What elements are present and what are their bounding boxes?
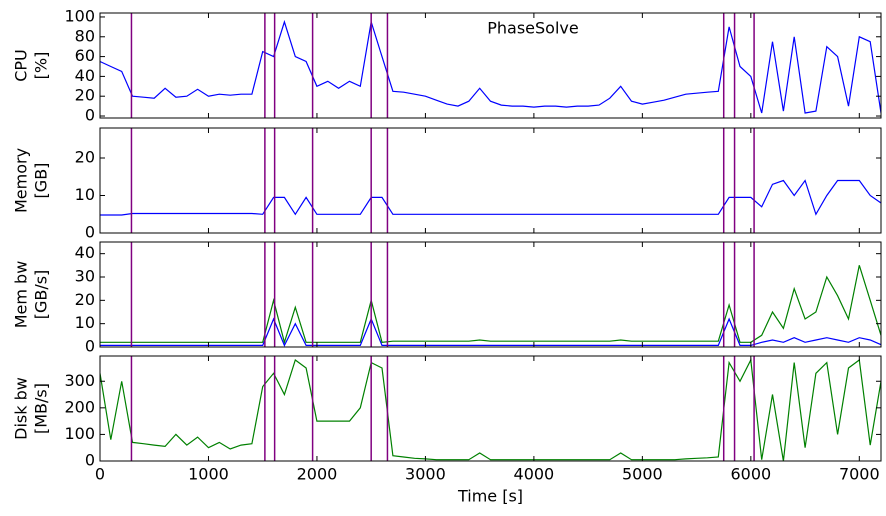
annotation: PhaseSolve — [487, 19, 578, 38]
data-line — [100, 357, 881, 461]
y-tick-label: 0 — [85, 223, 95, 242]
y-tick-label: 40 — [75, 243, 95, 262]
x-tick-label: 1000 — [188, 465, 229, 484]
x-axis-label: Time [s] — [457, 487, 523, 506]
plot-frame — [99, 241, 882, 348]
x-tick-label: 6000 — [730, 465, 771, 484]
plot-frame — [99, 12, 882, 119]
y-tick-label: 30 — [75, 267, 95, 286]
y-axis-label: Memory — [12, 148, 31, 213]
y-axis-label: [GB/s] — [32, 270, 51, 320]
plot-frame — [99, 127, 882, 234]
y-tick-label: 60 — [75, 46, 95, 65]
y-tick-label: 200 — [64, 397, 95, 416]
x-tick-label: 7000 — [839, 465, 880, 484]
x-tick-label: 4000 — [514, 465, 555, 484]
y-tick-label: 20 — [75, 86, 95, 105]
y-axis-label: [%] — [32, 52, 51, 80]
y-tick-label: 0 — [85, 337, 95, 356]
y-axis-label: [GB] — [32, 163, 51, 199]
x-tick-label: 3000 — [405, 465, 446, 484]
y-tick-label: 10 — [75, 185, 95, 204]
y-tick-label: 10 — [75, 313, 95, 332]
x-tick-label: 5000 — [622, 465, 663, 484]
x-tick-label: 0 — [95, 465, 105, 484]
y-tick-label: 0 — [85, 451, 95, 470]
plot-frame — [99, 355, 882, 462]
y-tick-label: 20 — [75, 148, 95, 167]
data-line — [100, 179, 881, 216]
y-tick-label: 40 — [75, 66, 95, 85]
y-tick-label: 100 — [64, 424, 95, 443]
data-line — [100, 19, 881, 114]
y-axis-label: Mem bw — [12, 261, 31, 329]
x-tick-label: 2000 — [297, 465, 338, 484]
y-axis-label: CPU — [12, 49, 31, 82]
y-tick-label: 300 — [64, 371, 95, 390]
data-line — [100, 265, 881, 345]
y-tick-label: 100 — [64, 6, 95, 25]
y-axis-label: Disk bw — [12, 377, 31, 440]
y-tick-label: 0 — [85, 106, 95, 125]
y-axis-label: [MB/s] — [32, 383, 51, 434]
y-tick-label: 20 — [75, 290, 95, 309]
y-tick-label: 80 — [75, 26, 95, 45]
